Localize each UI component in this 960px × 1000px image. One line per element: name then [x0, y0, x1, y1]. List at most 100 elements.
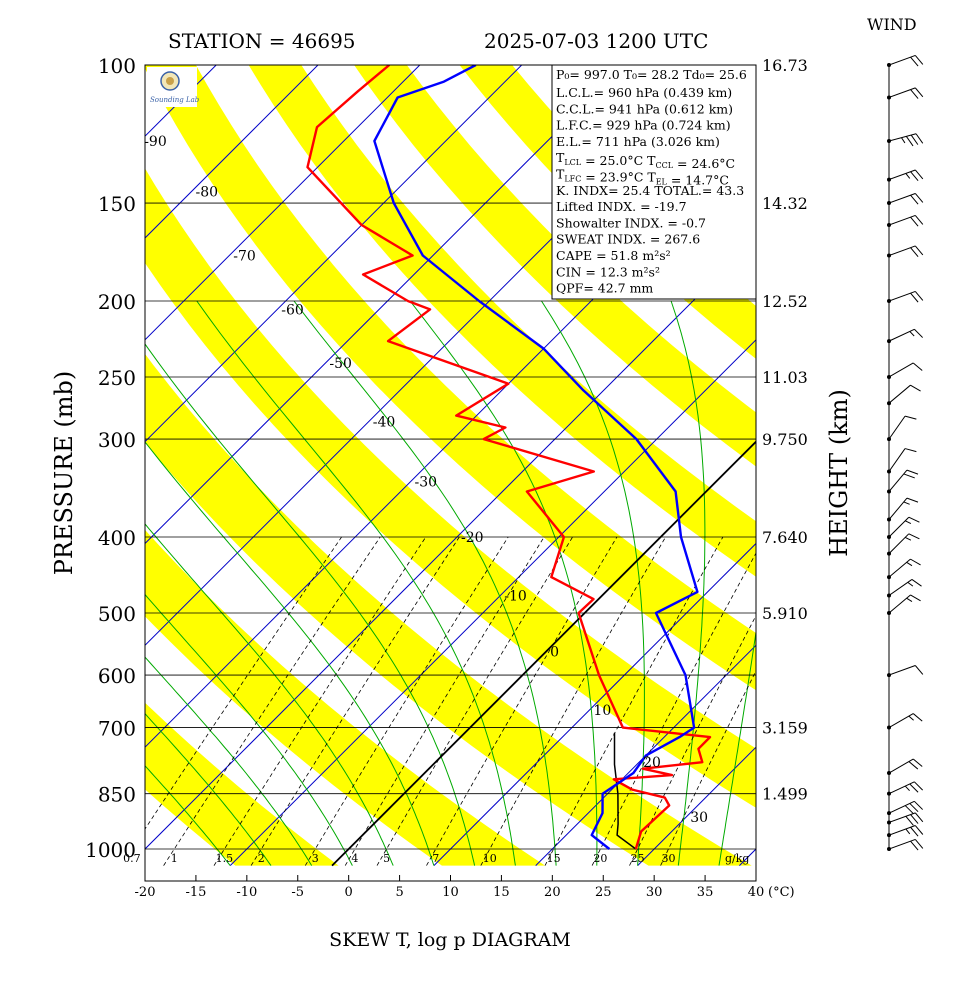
mixing-ratio-label: 20 — [593, 852, 607, 865]
isotherm-value-label: 30 — [690, 810, 708, 826]
moist-adiabat-line — [541, 300, 645, 866]
indices-line: Showalter INDX. = -0.7 — [556, 215, 706, 230]
isotherm-value-label: -10 — [504, 589, 527, 605]
wind-barb-staff — [888, 54, 916, 66]
pressure-tick-label: 250 — [98, 366, 136, 390]
wind-barb-staff — [888, 415, 906, 440]
wind-barb-staff — [888, 169, 916, 181]
temperature-trace — [306, 65, 712, 850]
wind-barb-staff — [888, 469, 908, 492]
isotherm-line — [145, 65, 421, 341]
wind-barb-flag — [914, 245, 924, 256]
indices-line: E.L.= 711 hPa (3.026 km) — [556, 134, 720, 149]
temperature-tick-label: 40 — [748, 885, 765, 900]
wind-barb-staff — [888, 214, 916, 226]
isotherm-line — [0, 65, 13, 866]
moist-adiabat-line — [145, 656, 313, 866]
isotherm-line — [145, 65, 523, 443]
mixing-ratio-label: 25 — [631, 852, 645, 865]
wind-barb — [887, 800, 924, 816]
wind-barb — [887, 362, 923, 379]
wind-barb-half-flag — [908, 715, 914, 721]
wind-barb-staff — [888, 825, 916, 836]
indices-line: TLFC = 23.9°C TEL = 14.7°C — [556, 167, 729, 188]
temperature-axis: -20 -15 -10 -5 0 5 10 15 20 25 30 35 40 — [135, 875, 765, 900]
pressure-axis-label: PRESSURE (mb) — [50, 371, 78, 576]
wind-barb-half-flag — [906, 561, 913, 567]
height-tick-label: 11.03 — [762, 368, 808, 387]
wind-barb-flag — [910, 384, 921, 392]
wind-barb — [887, 193, 924, 206]
wind-barb-flag — [914, 665, 924, 675]
pressure-tick-label: 400 — [98, 526, 136, 550]
wind-barb-flag — [911, 579, 922, 587]
temperature-tick-label: -15 — [185, 885, 206, 900]
wind-barb-flag — [914, 215, 924, 225]
wind-barb — [887, 516, 920, 540]
temperature-tick-label: 25 — [595, 885, 612, 900]
isotherm-value-label: 20 — [643, 755, 661, 771]
pressure-tick-label: 150 — [98, 192, 136, 216]
wind-barb-flag — [914, 328, 924, 338]
height-axis-label: HEIGHT (km) — [825, 389, 853, 557]
pressure-tick-label: 300 — [98, 428, 136, 452]
wind-barb — [887, 594, 921, 615]
station-label: STATION = 46695 — [168, 29, 356, 53]
temperature-tick-label: 30 — [646, 885, 663, 900]
wind-barb-flag — [904, 805, 914, 815]
moist-adiabat-line — [293, 300, 557, 866]
wind-barb-flag — [910, 216, 919, 227]
dewpoint-trace — [373, 65, 699, 850]
isotherm-line — [145, 237, 756, 850]
indices-line: SWEAT INDX. = 267.6 — [556, 232, 700, 247]
wind-barb-staff — [888, 781, 915, 795]
wind-barb-staff — [888, 594, 911, 614]
indices-line: CAPE = 51.8 m²s² — [556, 248, 671, 263]
wind-barb-flag — [914, 55, 924, 65]
logo-emblem-center-icon — [166, 77, 174, 85]
height-tick-label: 7.640 — [762, 528, 808, 547]
wind-barb-flag — [910, 247, 919, 257]
pressure-tick-label: 600 — [98, 664, 136, 688]
wind-barb-staff — [888, 193, 916, 204]
wind-barb-flag — [910, 558, 921, 566]
height-tick-label: 1.499 — [762, 785, 808, 804]
wind-barb-flag — [910, 56, 919, 67]
mixing-ratio-label: 30 — [661, 852, 675, 865]
wind-barb-flag — [914, 87, 924, 98]
indices-box: P₀= 997.0 T₀= 28.2 Td₀= 25.6 L.C.L.= 960 … — [551, 64, 757, 300]
wind-barb-column — [887, 54, 924, 851]
wind-barb-half-flag — [905, 520, 912, 525]
isotherm-value-label: -60 — [281, 302, 304, 318]
parcel-trace — [613, 732, 637, 850]
wind-barb-flag — [910, 594, 921, 602]
wind-barb — [887, 558, 921, 580]
freezing-line — [331, 440, 756, 867]
wind-barb-flag — [912, 713, 923, 722]
mixing-ratio-line — [660, 670, 756, 866]
isotherm-value-label: -70 — [233, 249, 256, 265]
wind-barb-staff — [888, 665, 916, 676]
wind-barb-flag — [912, 362, 923, 371]
indices-line: QPF= 42.7 mm — [556, 281, 653, 296]
pressure-tick-label: 850 — [98, 783, 136, 807]
isotherm-line — [229, 339, 756, 866]
indices-line: C.C.L.= 941 hPa (0.612 km) — [556, 101, 733, 116]
wind-barb — [887, 838, 924, 851]
wind-barb-staff — [888, 579, 913, 596]
wind-barb-flag — [910, 194, 919, 205]
wind-barb — [887, 245, 924, 258]
wind-barb — [887, 169, 924, 182]
pressure-tick-label: 100 — [98, 54, 136, 78]
height-axis: 16.73 14.32 12.52 11.03 9.750 7.640 5.910 3.159… — [762, 56, 808, 804]
mixing-ratio-label: 1 — [171, 852, 178, 865]
wind-barb-half-flag — [903, 501, 910, 505]
wind-barb — [887, 825, 924, 838]
isotherm-line — [433, 542, 756, 866]
sounding-traces — [306, 65, 712, 850]
freezing-isotherm — [331, 440, 756, 867]
datetime-label: 2025-07-03 1200 UTC — [484, 29, 708, 53]
moist-adiabat-line — [145, 343, 476, 866]
mixing-ratio-unit-label: g/kg — [725, 852, 749, 865]
mixing-ratio-label: 15 — [547, 852, 561, 865]
